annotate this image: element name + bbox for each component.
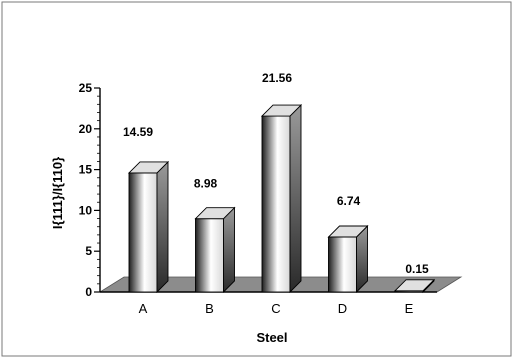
bar-front xyxy=(195,218,224,293)
bar-top xyxy=(393,279,436,292)
x-tick-label: B xyxy=(205,301,214,316)
bar-top xyxy=(327,225,369,238)
x-axis-title: Steel xyxy=(256,330,287,345)
x-tick-label: A xyxy=(139,301,148,316)
x-tick-label: C xyxy=(271,301,280,316)
y-axis-title: I{111}/I{110} xyxy=(50,157,65,229)
bar-a xyxy=(127,160,170,294)
x-tick-label: E xyxy=(405,301,414,316)
y-tick-label: 25 xyxy=(79,81,93,95)
data-label: 0.15 xyxy=(405,262,429,276)
bar-side xyxy=(223,206,235,294)
data-label: 8.98 xyxy=(194,177,218,191)
bar-top xyxy=(194,207,236,220)
bar-side xyxy=(289,103,302,294)
data-label: 14.59 xyxy=(123,125,153,139)
bar-top xyxy=(127,161,170,174)
data-label: 6.74 xyxy=(337,194,361,208)
data-label: 21.56 xyxy=(262,71,292,85)
y-tick-label: 15 xyxy=(79,163,93,177)
y-tick-label: 5 xyxy=(85,244,92,258)
bar-b xyxy=(194,206,236,294)
y-tick-label: 20 xyxy=(79,122,93,136)
y-tick-label: 0 xyxy=(85,285,92,299)
bar-side xyxy=(156,160,169,294)
bar-d xyxy=(327,224,369,294)
frame-border xyxy=(1,1,512,357)
bar-front xyxy=(261,115,291,293)
y-tick-label: 10 xyxy=(79,203,93,217)
bar-c xyxy=(260,103,303,294)
x-tick-label: D xyxy=(338,301,347,316)
bar-top xyxy=(260,104,303,117)
bar-e xyxy=(393,278,436,294)
bar-front xyxy=(328,236,357,293)
bar-front xyxy=(128,172,158,293)
